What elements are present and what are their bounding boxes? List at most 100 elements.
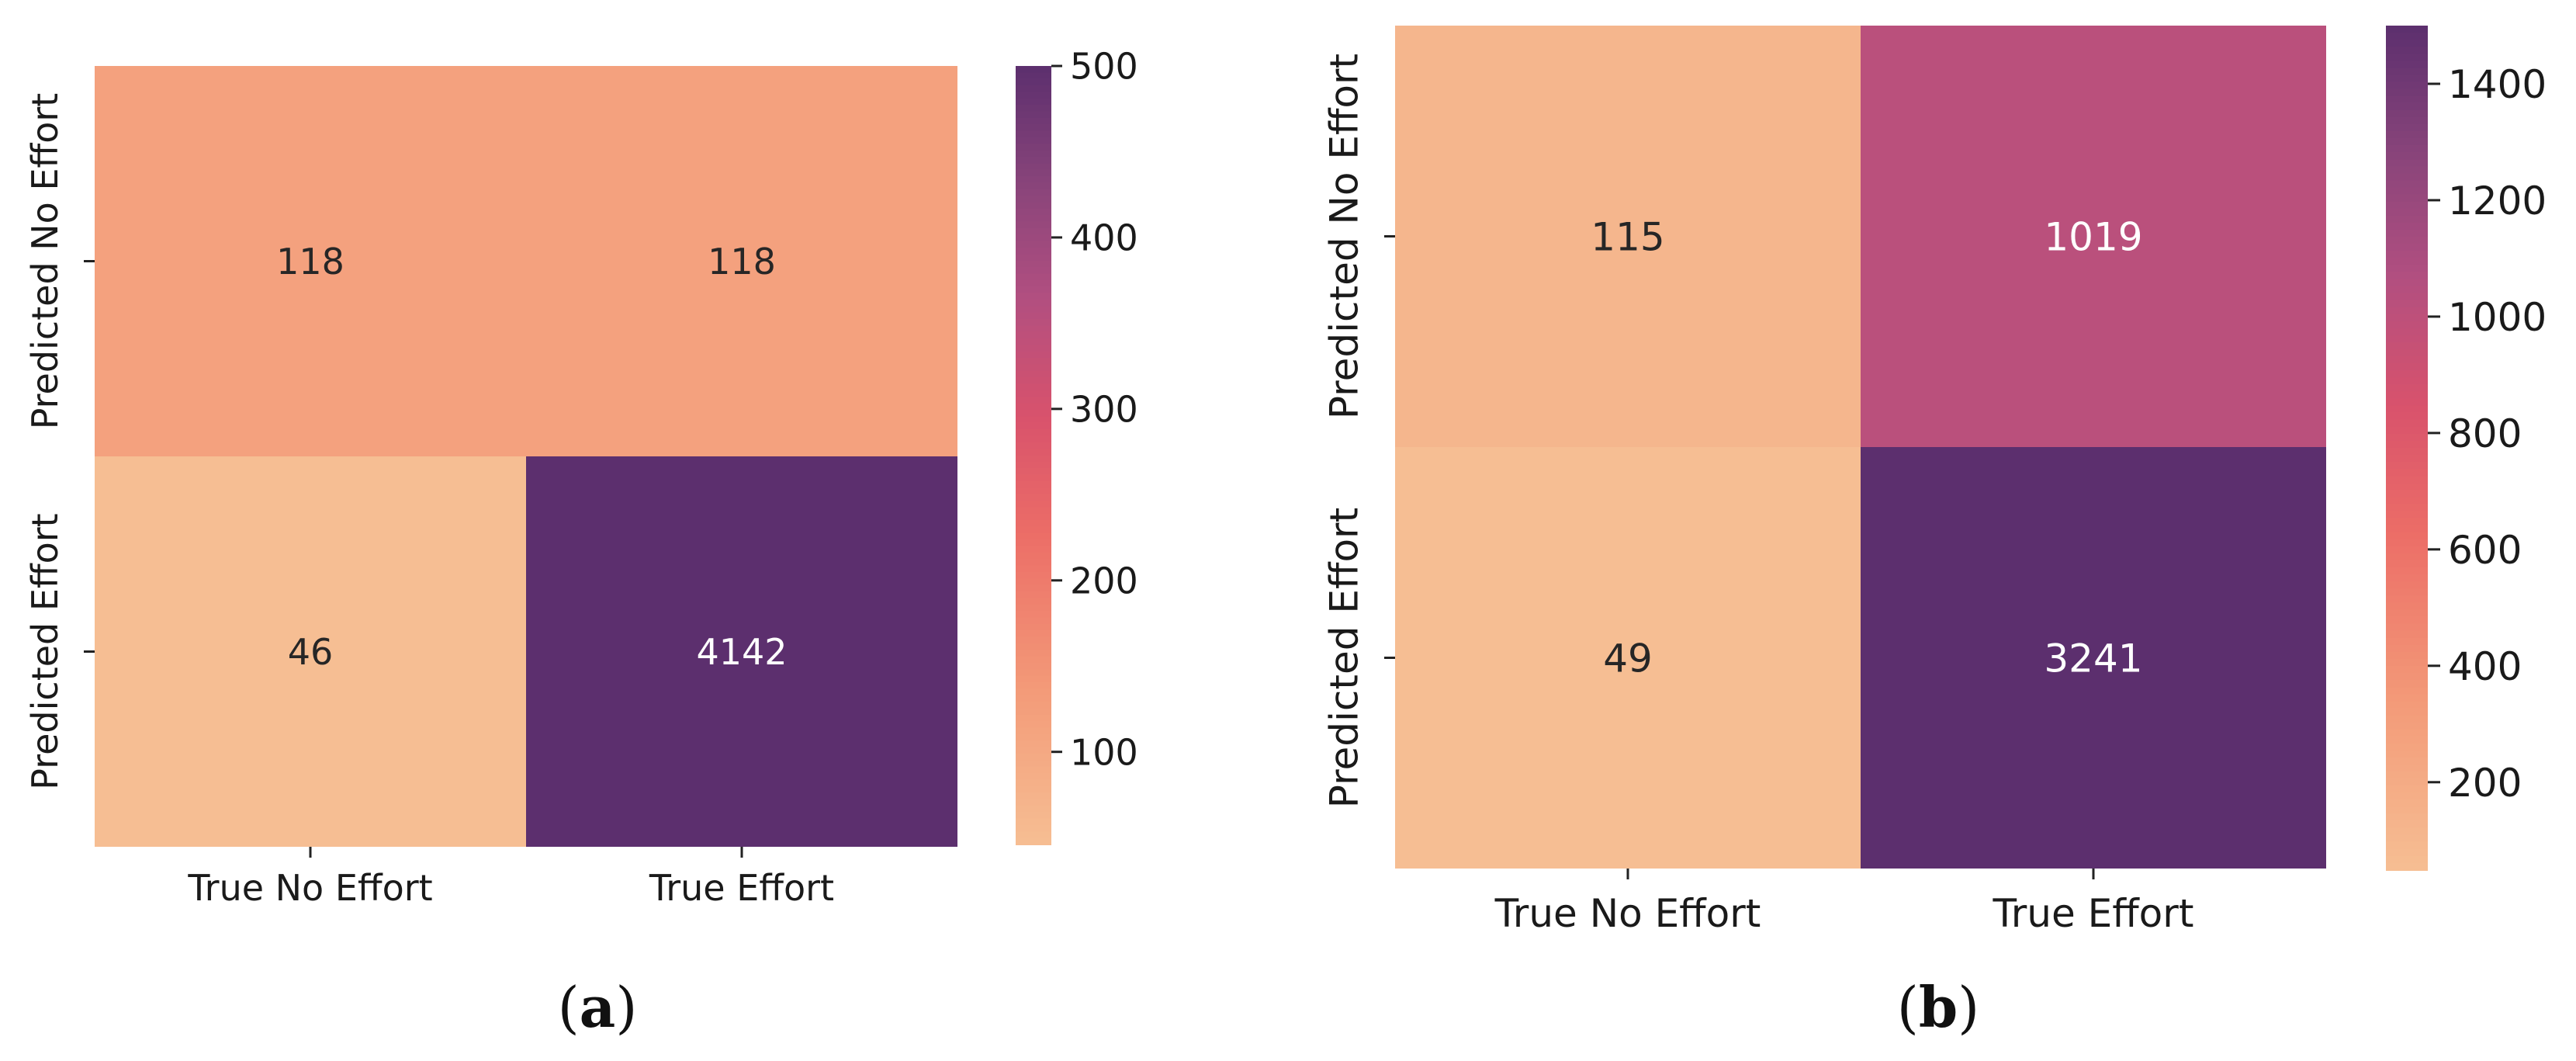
colorbar-segment — [2386, 834, 2428, 843]
colorbar-segment — [1016, 422, 1051, 430]
colorbar-segment — [1016, 474, 1051, 482]
colorbar-segment — [1016, 312, 1051, 320]
colorbar-tick-label: 500 — [1070, 46, 1138, 88]
colorbar-segment — [2386, 757, 2428, 765]
colorbar-segment — [2386, 88, 2428, 97]
colorbar-segment — [2386, 560, 2428, 568]
colorbar-segment — [2386, 258, 2428, 266]
colorbar-segment — [2386, 229, 2428, 238]
colorbar-tick-label: 300 — [1070, 388, 1138, 430]
colorbar-segment — [1016, 182, 1051, 190]
colorbar-segment — [1016, 662, 1051, 671]
colorbar-segment — [1016, 293, 1051, 300]
colorbar-segment — [2386, 349, 2428, 357]
caption-a: (a) — [557, 974, 638, 1040]
colorbar-tick-label: 1200 — [2448, 179, 2547, 224]
colorbar-segment — [2386, 574, 2428, 583]
colorbar-segment — [2386, 412, 2428, 421]
colorbar-tick-label: 800 — [2448, 411, 2522, 456]
colorbar-segment — [1016, 747, 1051, 754]
colorbar-segment — [1016, 144, 1051, 151]
colorbar-segment — [1016, 150, 1051, 158]
colorbar-segment — [2386, 279, 2428, 287]
x-tick-label: True No Effort — [1494, 891, 1761, 936]
colorbar-segment — [2386, 687, 2428, 695]
colorbar-segment — [2386, 26, 2428, 33]
colorbar-segment — [1016, 461, 1051, 470]
colorbar-segment — [2386, 215, 2428, 224]
colorbar-segment — [2386, 750, 2428, 758]
colorbar-tick-label: 400 — [1070, 217, 1138, 258]
colorbar-segment — [1016, 688, 1051, 696]
colorbar-segment — [1016, 507, 1051, 515]
heatmap-panel-b: 115 1019 49 3241 True No Effort True Effort Pr… — [1322, 26, 2547, 936]
colorbar-segment — [1016, 604, 1051, 612]
colorbar-segment — [1016, 675, 1051, 683]
colorbar-segment — [2386, 539, 2428, 547]
colorbar-segment — [2386, 426, 2428, 435]
colorbar-segment — [2386, 194, 2428, 203]
colorbar-segment — [1016, 364, 1051, 372]
colorbar-segment — [2386, 462, 2428, 470]
colorbar-segment — [2386, 785, 2428, 794]
colorbar-segment — [1016, 513, 1051, 521]
colorbar-segment — [1016, 643, 1051, 651]
colorbar-segment — [1016, 636, 1051, 644]
colorbar-segment — [1016, 196, 1051, 203]
colorbar-segment — [1016, 669, 1051, 677]
colorbar-segment — [1016, 812, 1051, 820]
colorbar-tick-label: 100 — [1070, 731, 1138, 773]
colorbar-segment — [1016, 831, 1051, 839]
colorbar-segment — [2386, 729, 2428, 737]
colorbar-segment — [2386, 300, 2428, 308]
cell-value-label: 4142 — [696, 631, 787, 673]
colorbar-tick-label: 400 — [2448, 644, 2522, 689]
colorbar-segment — [2386, 778, 2428, 786]
colorbar-segment — [1016, 331, 1051, 339]
colorbar-segment — [1016, 824, 1051, 833]
colorbar-segment — [1016, 520, 1051, 528]
colorbar-segment — [1016, 189, 1051, 196]
colorbar-segment — [1016, 435, 1051, 443]
colorbar-segment — [2386, 419, 2428, 428]
colorbar-segment — [1016, 714, 1051, 722]
colorbar-segment — [1016, 721, 1051, 729]
colorbar-segment — [1016, 370, 1051, 378]
colorbar-segment — [1016, 390, 1051, 398]
colorbar-segment — [2386, 433, 2428, 442]
colorbar-segment — [2386, 251, 2428, 258]
colorbar-segment — [2386, 680, 2428, 688]
heatmap-cell-r0-c0 — [95, 66, 526, 456]
heatmap-panel-a: 118 118 46 4142 True No Effort True Effort Pre… — [24, 46, 1138, 909]
colorbar-segment — [1016, 571, 1051, 580]
colorbar-segment — [1016, 617, 1051, 625]
colorbar-segment — [2386, 222, 2428, 231]
cell-value-label: 115 — [1591, 215, 1664, 260]
colorbar-segment — [2386, 694, 2428, 702]
colorbar-segment — [2386, 546, 2428, 554]
colorbar-segment — [2386, 328, 2428, 336]
colorbar-segment — [1016, 733, 1051, 742]
colorbar-segment — [2386, 201, 2428, 210]
colorbar-segment — [2386, 588, 2428, 597]
colorbar-segment — [1016, 273, 1051, 281]
colorbar-segment — [1016, 598, 1051, 605]
colorbar-tick-label: 200 — [2448, 761, 2522, 806]
colorbar-segment — [1016, 403, 1051, 411]
colorbar-segment — [2386, 307, 2428, 315]
colorbar-segment — [1016, 578, 1051, 586]
colorbar-segment — [2386, 827, 2428, 836]
colorbar-segment — [2386, 47, 2428, 55]
colorbar-tick-label: 600 — [2448, 528, 2522, 573]
colorbar-segment — [1016, 92, 1051, 99]
colorbar-segment — [2386, 595, 2428, 604]
cell-value-label: 1019 — [2044, 215, 2142, 260]
colorbar-segment — [2386, 820, 2428, 829]
colorbar-segment — [1016, 345, 1051, 352]
colorbar-segment — [1016, 227, 1051, 236]
colorbar-segment — [2386, 659, 2428, 667]
colorbar-segment — [1016, 539, 1051, 547]
colorbar-segment — [1016, 837, 1051, 845]
colorbar-segment — [2386, 666, 2428, 674]
colorbar-segment — [1016, 215, 1051, 223]
